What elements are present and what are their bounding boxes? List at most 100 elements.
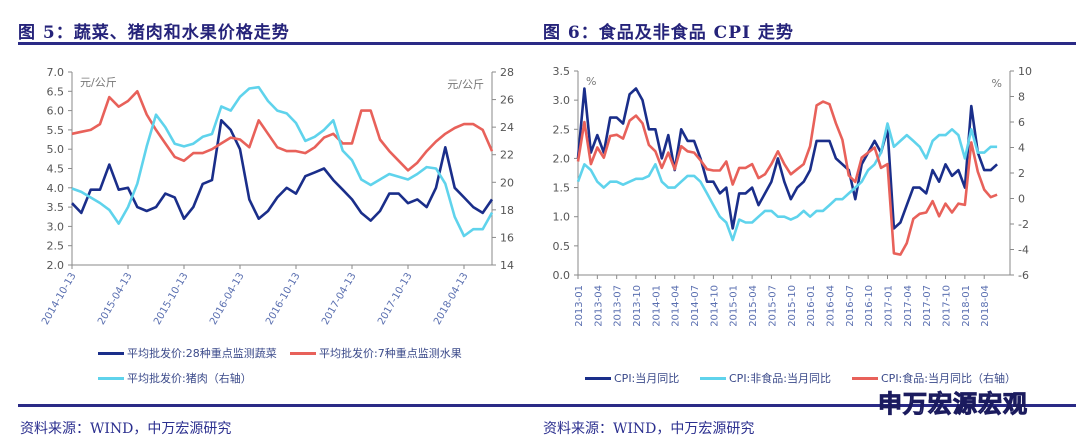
- x-tick-label: 2015-10-13: [152, 271, 191, 327]
- y-tick-label-left: 7.0: [47, 66, 65, 79]
- y-tick-label-left: 0.5: [553, 240, 571, 253]
- fig6-title: 图 6：食品及非食品 CPI 走势: [543, 23, 794, 43]
- y-tick-label-right: -6: [1018, 269, 1029, 282]
- y-tick-label-left: 5.5: [47, 124, 65, 137]
- x-tick-label: 2015-04: [748, 285, 759, 327]
- y-tick-label-left: 2.5: [553, 123, 571, 136]
- series-line-1: [576, 122, 998, 242]
- y-tick-label-right: 8: [1018, 91, 1025, 104]
- x-tick-label: 2015-10: [787, 285, 798, 327]
- x-tick-label: 2016-10-13: [264, 271, 303, 327]
- x-tick-label: 2017-04: [903, 285, 914, 327]
- x-tick-label: 2014-04: [671, 285, 682, 327]
- legend-item-cpi: CPI:当月同比: [585, 370, 679, 386]
- left-unit-label: 元/公斤: [80, 76, 117, 89]
- series-line-0: [71, 119, 494, 222]
- y-tick-label-left: 6.0: [47, 105, 65, 118]
- left-unit-label: %: [586, 75, 596, 88]
- x-tick-label: 2018-01: [961, 285, 972, 327]
- legend-label: 平均批发价:7种重点监测水果: [319, 347, 462, 360]
- x-tick-label: 2016-07: [845, 285, 856, 327]
- series-line-2: [71, 85, 494, 238]
- fig5-title: 图 5：蔬菜、猪肉和水果价格走势: [18, 23, 290, 43]
- fig6-source: 资料来源：WIND，中万宏源研究: [543, 421, 755, 437]
- x-tick-label: 2016-10: [864, 285, 875, 327]
- y-tick-label-right: 18: [500, 204, 514, 217]
- legend-swatch: [700, 376, 726, 380]
- x-tick-label: 2017-04-13: [320, 271, 359, 327]
- legend-item-food-cpi: CPI:食品:当月同比（右轴）: [852, 370, 1016, 386]
- y-tick-label-right: 26: [500, 94, 514, 107]
- x-tick-label: 2015-07: [767, 285, 778, 327]
- x-tick-label: 2014-07: [690, 285, 701, 327]
- x-tick-label: 2017-07: [922, 285, 933, 327]
- legend-label: CPI:食品:当月同比（右轴）: [881, 372, 1016, 385]
- legend-item-fruit: 平均批发价:7种重点监测水果: [290, 345, 462, 361]
- y-tick-label-right: -4: [1018, 244, 1029, 257]
- x-tick-label: 2015-04-13: [96, 271, 135, 327]
- legend-swatch: [98, 351, 124, 355]
- right-unit-label: %: [992, 77, 1002, 90]
- legend-swatch: [852, 376, 878, 380]
- legend-item-pork: 平均批发价:猪肉（右轴）: [98, 370, 252, 386]
- x-tick-label: 2016-04: [825, 285, 836, 327]
- y-tick-label-left: 3.5: [47, 201, 65, 214]
- legend-label: CPI:当月同比: [614, 372, 680, 385]
- title-divider: [18, 42, 1076, 45]
- y-tick-label-left: 3.0: [553, 94, 571, 107]
- y-tick-label-left: 1.0: [553, 211, 571, 224]
- y-tick-label-left: 4.5: [47, 163, 65, 176]
- y-tick-label-left: 3.5: [553, 65, 571, 78]
- y-tick-label-right: 4: [1018, 142, 1025, 155]
- y-tick-label-left: 4.0: [47, 182, 65, 195]
- y-tick-label-left: 3.0: [47, 220, 65, 233]
- y-tick-label-left: 2.5: [47, 240, 65, 253]
- y-tick-label-left: 2.0: [553, 152, 571, 165]
- x-tick-label: 2017-10-13: [376, 271, 415, 327]
- x-tick-label: 2014-01: [651, 285, 662, 327]
- y-tick-label-left: 5.0: [47, 143, 65, 156]
- legend-label: 平均批发价:猪肉（右轴）: [127, 372, 252, 385]
- series-line-1: [71, 89, 494, 172]
- fig6-chart: 3.5 3.0 2.5 2.0 1.5 1.0 0.5 0.0 10 8 6 4 2 0 -2 -4 -6% % 2…: [553, 65, 1033, 327]
- legend-label: CPI:非食品:当月同比: [729, 372, 831, 385]
- x-tick-label: 2013-07: [613, 285, 624, 327]
- x-tick-label: 2018-04: [980, 285, 991, 327]
- y-tick-label-left: 2.0: [47, 259, 65, 272]
- fig5-chart: 7.0 6.5 6.0 5.5 5.0 4.5 4.0 3.5 3.0 2.5 2.0 28 26 24 2…: [40, 66, 514, 327]
- x-tick-label: 2013-01: [574, 285, 585, 327]
- x-tick-label: 2015-01: [729, 285, 740, 327]
- y-tick-label-right: -2: [1018, 218, 1029, 231]
- x-tick-label: 2013-10: [632, 285, 643, 327]
- legend-swatch: [290, 351, 316, 355]
- x-tick-label: 2014-10-13: [40, 271, 79, 327]
- fig5-source: 资料来源：WIND，中万宏源研究: [20, 421, 232, 437]
- y-tick-label-right: 22: [500, 149, 514, 162]
- legend-swatch: [585, 376, 611, 380]
- x-tick-label: 2016-04-13: [208, 271, 247, 327]
- right-unit-label: 元/公斤: [447, 78, 484, 91]
- y-tick-label-right: 20: [500, 176, 514, 189]
- y-tick-label-right: 6: [1018, 116, 1025, 129]
- x-tick-label: 2017-10: [942, 285, 953, 327]
- legend-swatch: [98, 376, 124, 380]
- legend-item-nonfood-cpi: CPI:非食品:当月同比: [700, 370, 831, 386]
- y-tick-label-right: 16: [500, 231, 514, 244]
- footer-divider: [18, 404, 1076, 407]
- y-tick-label-right: 2: [1018, 167, 1025, 180]
- x-tick-label: 2016-01: [806, 285, 817, 327]
- y-tick-label-right: 28: [500, 66, 514, 79]
- x-tick-label: 2013-04: [593, 285, 604, 327]
- y-tick-label-left: 1.5: [553, 182, 571, 195]
- x-tick-label: 2017-01: [883, 285, 894, 327]
- legend-item-vegetables: 平均批发价:28种重点监测蔬菜: [98, 345, 277, 361]
- y-tick-label-right: 14: [500, 259, 514, 272]
- x-tick-label: 2018-04-13: [432, 271, 471, 327]
- series-line-2: [576, 100, 998, 256]
- y-tick-label-left: 6.5: [47, 85, 65, 98]
- y-tick-label-left: 0.0: [553, 269, 571, 282]
- x-tick-label: 2014-10: [709, 285, 720, 327]
- legend-label: 平均批发价:28种重点监测蔬菜: [127, 347, 277, 360]
- y-tick-label-right: 10: [1018, 65, 1032, 78]
- series-line-0: [576, 87, 998, 230]
